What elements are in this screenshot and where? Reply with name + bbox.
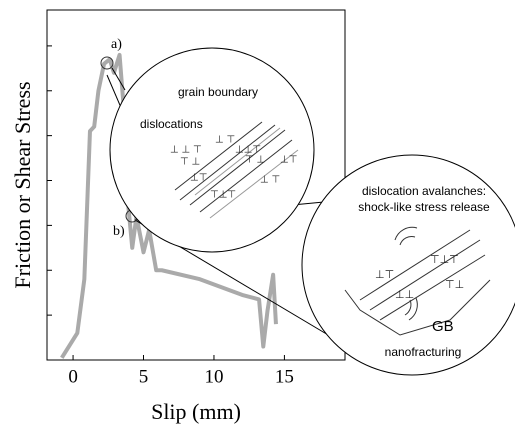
annotation: nanofracturing xyxy=(385,345,462,359)
annotation: dislocation avalanches: xyxy=(362,184,486,198)
svg-text:⊥⊤: ⊥⊤ xyxy=(280,155,297,166)
grain-boundary-lines xyxy=(174,121,299,219)
svg-text:⊤ ⊥: ⊤ ⊥ xyxy=(180,157,200,168)
svg-text:⊥⊤: ⊥⊤ xyxy=(190,173,207,184)
x-tick-label: 10 xyxy=(204,366,223,387)
connector xyxy=(111,67,126,91)
svg-text:⊤ ⊥: ⊤ ⊥ xyxy=(245,155,265,166)
svg-text:⊤⊥⊤: ⊤⊥⊤ xyxy=(210,190,236,201)
annotation: grain boundary xyxy=(178,85,258,99)
svg-text:⊥ ⊤: ⊥ ⊤ xyxy=(215,135,235,146)
x-tick-label: 15 xyxy=(275,366,294,387)
annotation: dislocations xyxy=(140,117,203,131)
svg-text:⊥ ⊤: ⊥ ⊤ xyxy=(260,175,280,186)
zoom-circle xyxy=(301,154,515,376)
marker-a xyxy=(100,56,114,70)
svg-text:⊤⊥: ⊤⊥ xyxy=(445,279,464,291)
grain-boundary-lines xyxy=(344,226,491,336)
annotation: GB xyxy=(432,318,454,335)
svg-text:⊥⊥⊤: ⊥⊥⊤ xyxy=(235,145,261,156)
annotation: a) xyxy=(111,37,122,52)
x-tick-label: 0 xyxy=(68,366,78,387)
svg-text:⊤⊥⊤: ⊤⊥⊤ xyxy=(430,254,459,266)
svg-text:⊥ ⊥ ⊤: ⊥ ⊥ ⊤ xyxy=(170,145,202,156)
zoom-circle xyxy=(109,47,315,253)
svg-text:⊥⊤: ⊥⊤ xyxy=(375,269,394,281)
annotation: shock-like stress release xyxy=(358,200,490,214)
svg-text:⊥⊥: ⊥⊥ xyxy=(395,289,414,301)
dislocation-symbols: ⊥ ⊥ ⊤⊤ ⊥⊥ ⊤ ⊥⊥⊤⊤ ⊥⊥⊤ ⊤⊥⊤⊥ ⊤⊥⊤ xyxy=(170,135,297,201)
stress-curve xyxy=(60,52,278,359)
x-tick-label: 5 xyxy=(139,366,149,387)
x-axis-label: Slip (mm) xyxy=(151,399,241,424)
dislocation-symbols: ⊥⊤ ⊤⊥⊤ ⊥⊥ ⊤⊥ xyxy=(375,254,464,301)
y-axis-label: Friction or Shear Stress xyxy=(10,81,35,288)
annotation: b) xyxy=(113,224,125,239)
plot: 0 5 10 15 xyxy=(47,45,294,387)
